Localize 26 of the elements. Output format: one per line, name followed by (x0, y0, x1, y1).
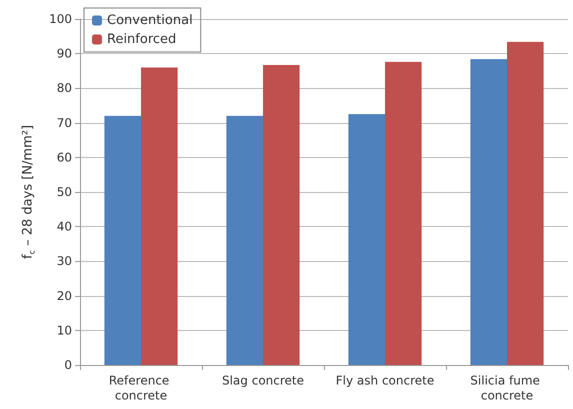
bar (348, 114, 385, 365)
x-tick-label: Reference concrete (108, 374, 174, 402)
legend-label: Conventional (107, 13, 193, 28)
bar (470, 59, 507, 365)
y-tick-label: 40 (56, 220, 72, 234)
y-tick-label: 0 (64, 358, 72, 372)
bar (263, 65, 300, 365)
y-tick-label: 80 (56, 81, 72, 96)
bar (385, 62, 422, 365)
bar (141, 67, 178, 365)
bar (104, 116, 141, 365)
bar (507, 42, 544, 365)
y-tick-label: 100 (49, 12, 72, 26)
y-axis-title: fc – 28 days [N/mm²] (20, 124, 36, 260)
x-tick-label: Silicia fume concrete (470, 374, 544, 402)
y-tick-label: 70 (56, 116, 72, 130)
y-tick-label: 10 (56, 323, 72, 338)
y-tick-label: 50 (56, 185, 72, 199)
bar (226, 116, 263, 365)
y-tick-label: 90 (56, 46, 72, 61)
y-tick-label: 30 (56, 254, 72, 268)
legend-label: Reinforced (107, 32, 176, 47)
x-tick-label: Fly ash concrete (336, 374, 434, 388)
y-tick-label: 60 (56, 150, 72, 164)
y-tick-label: 20 (56, 288, 72, 303)
x-tick-label: Slag concrete (222, 374, 304, 388)
